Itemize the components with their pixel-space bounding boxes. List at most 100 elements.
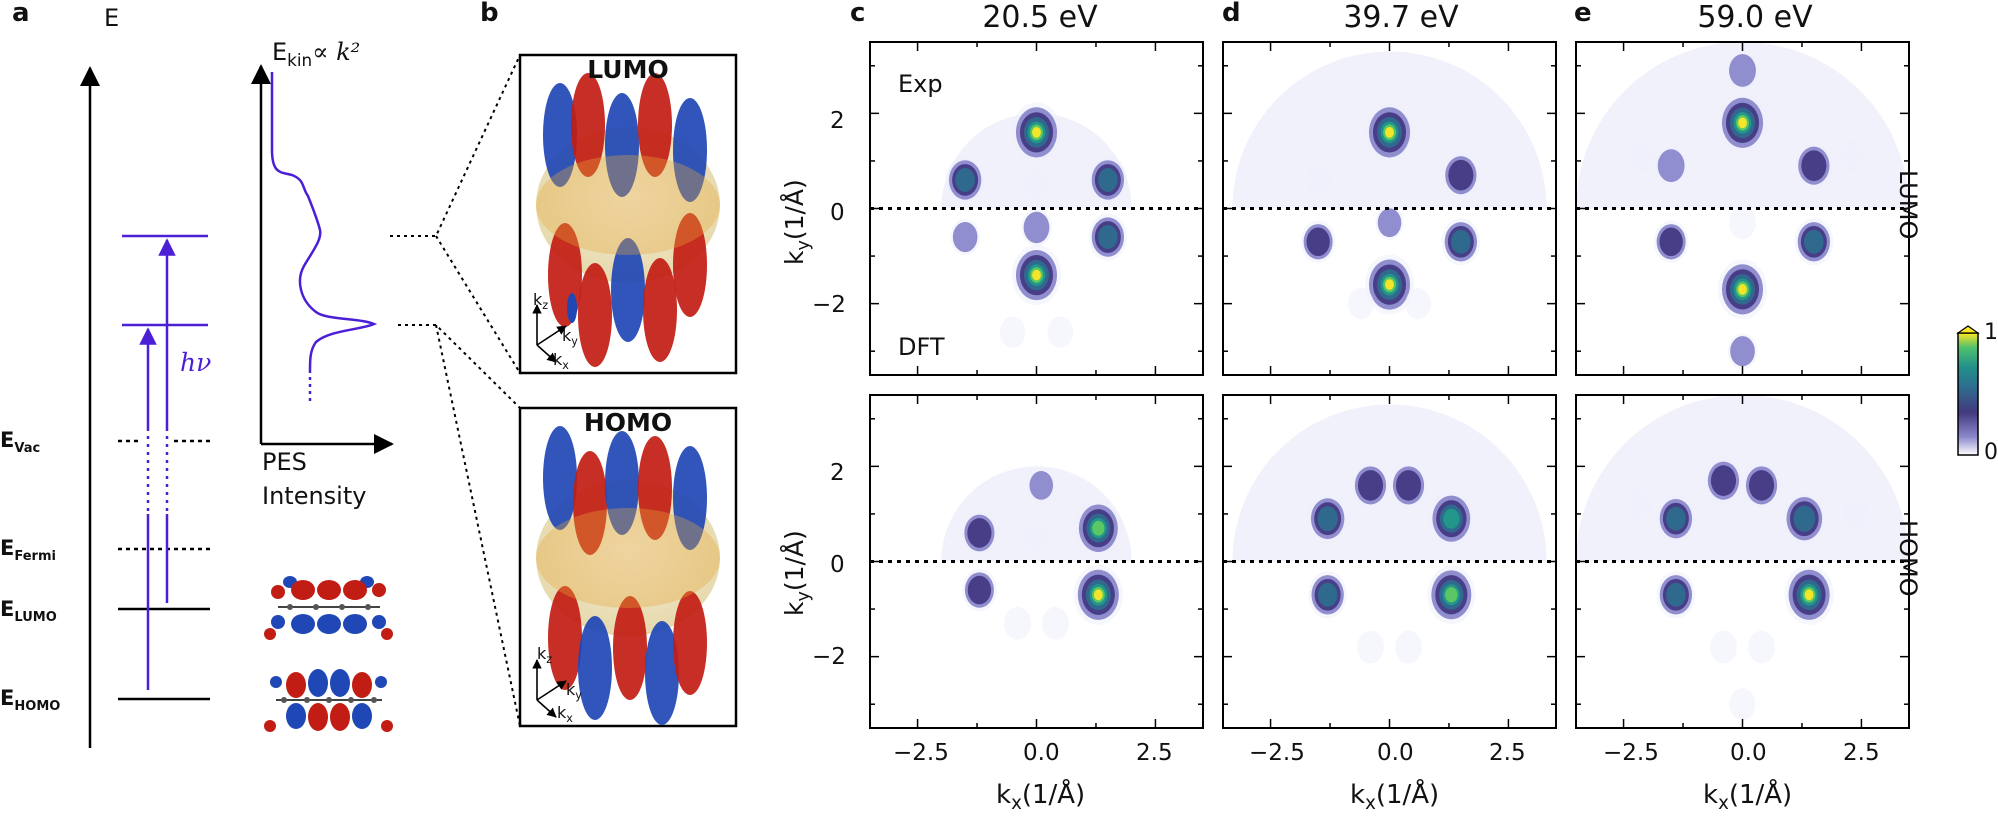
homo-k-axes [532,659,567,718]
exp-spot-2 [1305,164,1331,196]
dft-spot-1 [967,575,992,605]
level-label-vac: EVac [0,428,41,457]
exp-spot-1 [1448,159,1474,191]
energy-title-c: 20.5 eV [982,0,1098,35]
positive-lobe-8 [643,258,677,362]
exp-spot-0 [1032,126,1041,138]
positive-lobe-1 [573,451,607,555]
panel-letter-b: b [480,0,499,28]
dft-spot-1 [1317,582,1338,607]
homo-molecule-sketch [264,669,393,732]
dft-spot-3 [1377,208,1402,238]
dft-spot-5 [1047,316,1074,348]
xtick-d-m25: −2.5 [1249,740,1305,766]
exp-spot-3 [1729,54,1756,87]
energy-title-d: 39.7 eV [1343,0,1459,35]
kx-axis-label-c: kx(1/Å) [996,780,1086,815]
shell-overlay [536,508,720,608]
homo-kz-label: kz [537,644,553,667]
dft-spot-2 [1306,227,1330,257]
positive-lobe-6 [578,263,612,367]
exp-spot-0 [1385,126,1394,138]
dft-spot-1 [1666,582,1686,607]
negative-lobe-8 [645,621,679,725]
dft-spot-1 [1804,229,1824,254]
exp-spot-5 [1843,498,1870,530]
ytick-bottom-m2: −2 [812,644,846,670]
ytick-bottom-0: 0 [830,552,845,578]
dft-spot-0 [1445,587,1458,603]
momentum-maps [869,41,1910,729]
colorbar-max-label: 1 [1984,320,1998,345]
panel-b-orbitals [518,53,738,728]
dft-spot-4 [1348,288,1374,320]
dft-spot-0 [1385,279,1394,291]
exp-spot-1 [1317,506,1338,532]
energy-axis-label: E [104,4,120,32]
exp-spot-3 [1023,168,1050,202]
exp-spot-3 [1395,470,1422,501]
dft-spot-0 [1804,589,1814,601]
negative-lobe-0 [543,426,577,530]
dft-spot-0 [1738,283,1747,295]
exp-spot-1 [1666,506,1686,531]
kx-axis-label-e: kx(1/Å) [1703,780,1793,815]
exp-label: Exp [898,70,943,98]
exp-spot-1 [967,518,992,548]
exp-spot-1 [1801,150,1827,182]
exp-spot-0 [1793,505,1816,532]
panel-letter-e: e [1574,0,1592,28]
pes-label-1: PES [262,448,307,476]
negative-lobe-4 [673,446,707,550]
dft-spot-1 [1451,229,1471,254]
exp-spot-3 [1748,470,1775,501]
dft-spot-4 [1729,206,1756,240]
level-label-homo: EHOMO [0,686,61,715]
exp-spot-2 [1029,471,1054,500]
lumo-ky-label: ky [562,326,578,349]
exp-spot-0 [1443,508,1460,529]
map-lumo-590eV [1575,41,1910,376]
positive-lobe-3 [638,436,672,540]
row-label-lumo: LUMO [1894,170,1922,240]
kin-axis-label: Ekin∝ k² [272,38,361,70]
xtick-c-0: 0.0 [1023,740,1060,766]
ytick-top-0: 0 [830,200,845,226]
xtick-d-0: 0.0 [1377,740,1414,766]
negative-lobe-0 [543,83,577,187]
level-label-fermi: EFermi [0,536,56,565]
dft-spot-3 [1004,606,1031,640]
exp-spot-2 [1710,465,1737,496]
lumo-orbital-render [536,73,720,367]
panel-letter-c: c [850,0,866,28]
dft-spot-0 [1093,589,1103,601]
exp-spot-4 [1624,488,1651,521]
panel-letter-d: d [1222,0,1241,28]
positive-lobe-5 [548,586,582,690]
dft-label: DFT [898,333,945,361]
exp-spot-2 [1357,470,1384,501]
exp-spot-2 [1098,167,1118,192]
dft-spot-2 [1042,606,1069,640]
xtick-c-25: 2.5 [1136,740,1173,766]
dft-spot-3 [1357,630,1384,664]
kx-axis-label-d: kx(1/Å) [1350,780,1440,815]
xtick-d-25: 2.5 [1489,740,1526,766]
negative-lobe-2 [605,431,639,535]
dft-spot-5 [1405,288,1431,320]
xtick-e-0: 0.0 [1730,740,1767,766]
ytick-bottom-2: 2 [830,460,845,486]
lumo-kx-label: kx [553,350,569,373]
ytick-top-2: 2 [830,108,845,134]
photon-energy-label: hν [180,348,212,377]
positive-lobe-9 [673,213,707,317]
panel-letter-a: a [12,0,30,28]
exp-spot-2 [1657,149,1685,183]
exp-spot-1 [955,167,975,192]
xtick-e-25: 2.5 [1843,740,1880,766]
map-lumo-397eV [1222,41,1557,376]
map-homo-397eV [1222,394,1557,729]
positive-lobe-9 [673,591,707,695]
colorbar-min-label: 0 [1984,440,1998,465]
negative-lobe-2 [605,93,639,197]
